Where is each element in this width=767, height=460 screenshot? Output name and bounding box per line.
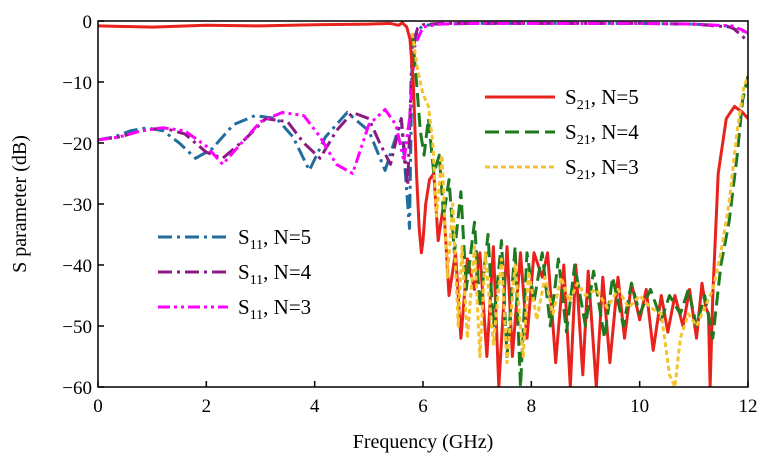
legend-label-S11_N3: S11, N=3 (238, 295, 311, 323)
series-line-S11_N3 (98, 21, 748, 175)
series-line-S21_N5 (98, 21, 748, 387)
series-layer (98, 21, 748, 387)
x-tick-label: 2 (202, 396, 212, 417)
y-tick-label: −40 (62, 256, 92, 277)
y-tick-label: −30 (62, 195, 92, 216)
series-line-S11_N4 (98, 21, 748, 188)
series-line-S21_N4 (410, 33, 748, 387)
y-tick-label: −10 (62, 73, 92, 94)
x-axis: 0 2 4 6 8 10 12 (93, 381, 758, 417)
x-tick-label: 6 (418, 396, 428, 417)
legend-label-S11_N4: S11, N=4 (238, 260, 312, 288)
y-tick-label: 0 (83, 12, 93, 33)
y-axis: 0 −10 −20 −30 −40 −50 −60 (62, 12, 104, 399)
y-tick-label: −50 (62, 317, 92, 338)
y-tick-label: −20 (62, 134, 92, 155)
legend-label-S21_N5: S21, N=5 (565, 85, 639, 113)
x-axis-title: Frequency (GHz) (353, 431, 494, 453)
series-line-S11_N5 (98, 21, 748, 230)
legend-label-S21_N3: S21, N=3 (565, 155, 639, 183)
x-tick-label: 10 (630, 396, 649, 417)
x-tick-label: 12 (739, 396, 758, 417)
legend-label-S11_N5: S11, N=5 (238, 225, 311, 253)
y-tick-label: −60 (62, 378, 92, 399)
x-tick-label: 0 (93, 396, 103, 417)
x-tick-label: 4 (310, 396, 320, 417)
legend-upper-right: S21, N=5 S21, N=4 S21, N=3 (485, 85, 639, 183)
x-tick-label: 8 (527, 396, 537, 417)
y-axis-title: S parameter (dB) (9, 135, 31, 273)
legend-lower-left: S11, N=5 S11, N=4 S11, N=3 (158, 225, 312, 323)
series-line-S21_N3 (410, 32, 748, 387)
legend-label-S21_N4: S21, N=4 (565, 120, 639, 148)
